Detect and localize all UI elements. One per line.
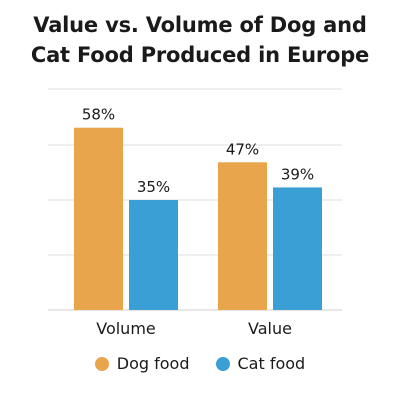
data-label-dog-food-value: 47% [226,140,259,158]
legend: Dog food Cat food [0,354,400,373]
legend-swatch-dog-food [94,356,109,371]
chart-title-line-2: Cat Food Produced in Europe [30,43,370,67]
bar-cat-food-volume [129,200,178,310]
chart-title-line-1: Value vs. Volume of Dog and [33,13,367,37]
legend-label-dog-food: Dog food [116,354,190,373]
bar-dog-food-value [218,162,267,310]
bar-cat-food-value [273,187,322,310]
data-label-dog-food-volume: 58% [82,106,115,124]
x-tick-label-value: Value [248,319,292,338]
data-label-cat-food-volume: 35% [137,178,170,196]
legend-label-cat-food: Cat food [237,354,306,373]
bar-dog-food-volume [74,127,123,310]
legend-swatch-cat-food [215,356,230,371]
legend-item-dog-food: Dog food [94,354,190,373]
x-tick-label-volume: Volume [96,319,156,338]
chart-title: Value vs. Volume of Dog and Cat Food Pro… [0,10,400,70]
data-label-cat-food-value: 39% [281,165,314,183]
legend-item-cat-food: Cat food [215,354,306,373]
